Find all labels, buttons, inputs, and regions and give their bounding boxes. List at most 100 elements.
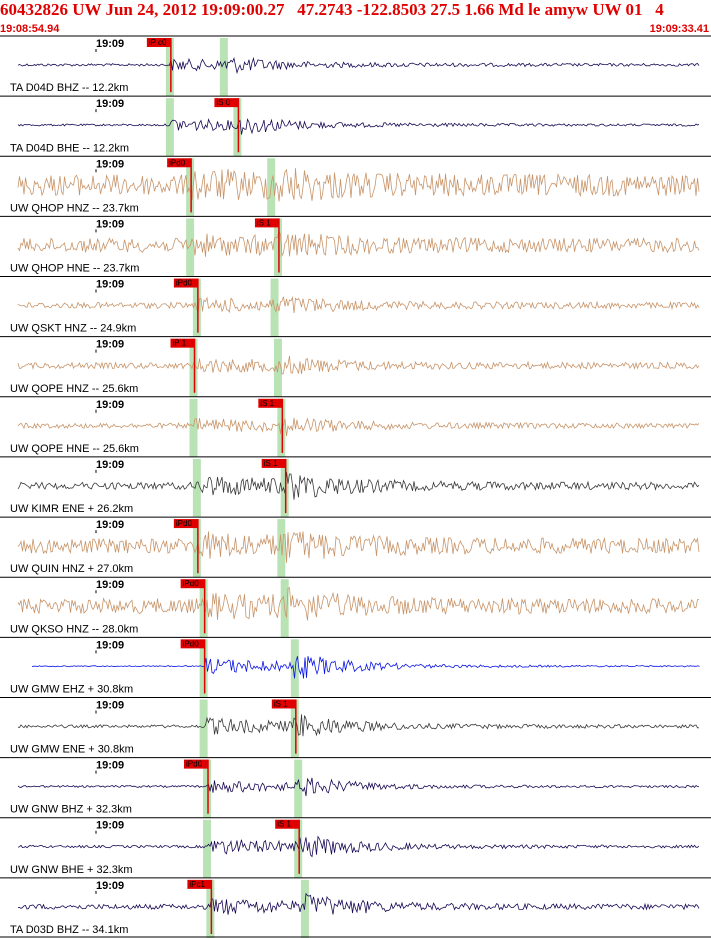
trace-panel: 19:09 iS 1 UW KIMR ENE + 26.2km bbox=[0, 456, 711, 515]
waveform-line bbox=[17, 118, 700, 135]
minute-tick-label: 19:09 bbox=[96, 158, 124, 170]
trace-label: UW QUIN HNZ + 27.0km bbox=[10, 563, 133, 575]
trace-panel: 19:09 iS 1 UW QOPE HNE -- 25.6km bbox=[0, 396, 711, 455]
minute-tick-label: 19:09 bbox=[96, 459, 124, 471]
predicted-p-band bbox=[192, 458, 201, 518]
pick-label: iPd0 bbox=[176, 279, 193, 288]
pick-label: iS 1 bbox=[257, 218, 271, 227]
trace-label: TA D04D BHZ -- 12.2km bbox=[10, 82, 128, 94]
trace-panel: 19:09 iPd0 UW GNW BHZ + 32.3km bbox=[0, 757, 711, 816]
event-header-title: 60432826 UW Jun 24, 2012 19:09:00.27 47.… bbox=[0, 0, 664, 19]
pick-flag bbox=[173, 519, 198, 529]
trace-label: UW GNW BHE + 32.3km bbox=[10, 864, 133, 876]
pick-flag bbox=[187, 879, 212, 889]
pick-label: iP 1 bbox=[173, 339, 187, 348]
trace-label: UW QSKT HNZ -- 24.9km bbox=[10, 323, 136, 335]
waveform-line bbox=[17, 296, 700, 314]
minute-tick-label: 19:09 bbox=[96, 699, 124, 711]
waveform-line bbox=[17, 56, 700, 75]
pick-label: iPd0 bbox=[183, 579, 200, 588]
minute-tick-label: 19:09 bbox=[96, 880, 124, 892]
predicted-p-band bbox=[186, 158, 195, 217]
pick-flag bbox=[173, 278, 198, 288]
pick-label: iPd0 bbox=[183, 639, 200, 648]
pick-label: iS 0 bbox=[216, 98, 230, 107]
trace-label: UW GMW EHZ + 30.8km bbox=[10, 683, 133, 695]
waveform-line bbox=[17, 835, 700, 858]
predicted-p-band bbox=[186, 218, 195, 277]
trace-panel: 19:09 iPd0 UW QHOP HNZ -- 23.7km bbox=[0, 155, 711, 214]
pick-flag bbox=[180, 579, 205, 589]
trace-panel: 19:09 iS 0 TA D04D BHE -- 12.2km bbox=[0, 95, 711, 154]
pick-label: iS 1 bbox=[264, 459, 278, 468]
window-start-time: 19:08:54.94 bbox=[0, 23, 60, 35]
window-end-time: 19:09:33.41 bbox=[649, 23, 709, 35]
waveform-line bbox=[17, 230, 700, 258]
minute-tick-label: 19:09 bbox=[96, 399, 124, 411]
pick-label: iP c0 bbox=[149, 38, 167, 47]
waveform-line bbox=[17, 355, 700, 375]
waveform-line bbox=[17, 531, 700, 563]
trace-label: UW QOPE HNZ -- 25.6km bbox=[10, 383, 138, 395]
pick-flag bbox=[261, 458, 286, 468]
minute-tick-label: 19:09 bbox=[96, 519, 124, 531]
pick-label: iS 1 bbox=[260, 399, 274, 408]
pick-flag bbox=[184, 759, 209, 769]
trace-panel: 19:09 iP c0 TA D04D BHZ -- 12.2km bbox=[0, 35, 711, 94]
pick-flag bbox=[146, 38, 171, 47]
trace-label: UW KIMR ENE + 26.2km bbox=[10, 503, 133, 515]
pick-flag bbox=[170, 338, 195, 348]
predicted-p-band bbox=[199, 699, 208, 758]
minute-tick-label: 19:09 bbox=[96, 279, 124, 291]
waveform-line bbox=[17, 777, 700, 797]
pick-flag bbox=[214, 98, 239, 108]
pick-label: iPd0 bbox=[176, 519, 193, 528]
predicted-p-band bbox=[203, 759, 212, 818]
pick-label: iPd0 bbox=[186, 760, 203, 769]
trace-panel: 19:09 iS 1 UW GNW BHE + 32.3km bbox=[0, 817, 711, 876]
pick-flag bbox=[254, 218, 279, 228]
trace-label: TA D03D BHZ -- 34.1km bbox=[10, 924, 128, 936]
predicted-p-band bbox=[165, 98, 174, 157]
predicted-s-band bbox=[290, 639, 299, 698]
minute-tick-label: 19:09 bbox=[96, 339, 124, 351]
predicted-s-band bbox=[294, 759, 303, 818]
trace-label: UW QHOP HNZ -- 23.7km bbox=[10, 202, 139, 214]
waveform-line bbox=[17, 714, 699, 737]
trace-panel: 19:09 iPd0 UW GMW EHZ + 30.8km bbox=[0, 636, 711, 695]
minute-tick-label: 19:09 bbox=[96, 820, 124, 832]
pick-label: iPc1 bbox=[189, 880, 205, 889]
predicted-p-band bbox=[165, 38, 174, 97]
minute-tick-label: 19:09 bbox=[96, 639, 124, 651]
trace-panel: 19:09 iPd0 UW QSKT HNZ -- 24.9km bbox=[0, 276, 711, 335]
trace-label: TA D04D BHE -- 12.2km bbox=[10, 142, 129, 154]
minute-tick-label: 19:09 bbox=[96, 98, 124, 110]
predicted-p-band bbox=[206, 879, 215, 938]
trace-label: UW QKSO HNZ -- 28.0km bbox=[10, 623, 138, 635]
predicted-s-band bbox=[290, 699, 299, 758]
trace-panel: 19:09 iPc1 TA D03D BHZ -- 34.1km bbox=[0, 877, 711, 936]
trace-label: UW GNW BHZ + 32.3km bbox=[10, 804, 132, 816]
traces: 19:09 iP c0 TA D04D BHZ -- 12.2km 19:09 iS 0… bbox=[0, 35, 711, 936]
minute-tick-label: 19:09 bbox=[96, 218, 124, 230]
pick-flag bbox=[275, 819, 300, 829]
pick-flag bbox=[258, 398, 283, 408]
predicted-s-band bbox=[219, 38, 228, 97]
predicted-s-band bbox=[280, 458, 289, 518]
trace-panel: 19:09 iP 1 UW QOPE HNZ -- 25.6km bbox=[0, 336, 711, 395]
pick-label: iPd0 bbox=[169, 158, 186, 167]
minute-tick-label: 19:09 bbox=[96, 38, 124, 50]
trace-label: UW QOPE HNE -- 25.6km bbox=[10, 443, 139, 455]
pick-flag bbox=[167, 158, 192, 168]
trace-panel: 19:09 iS 1 UW GMW ENE + 30.8km bbox=[0, 696, 711, 756]
minute-tick-label: 19:09 bbox=[96, 760, 124, 772]
predicted-p-band bbox=[189, 398, 198, 457]
waveform-line bbox=[31, 656, 700, 679]
trace-label: UW QHOP HNE -- 23.7km bbox=[10, 263, 139, 275]
trace-panel: 19:09 iPd0 UW QUIN HNZ + 27.0km bbox=[0, 516, 711, 575]
pick-label: iS 1 bbox=[277, 820, 291, 829]
pick-flag bbox=[180, 639, 205, 649]
trace-panel: 19:09 iPd0 UW QKSO HNZ -- 28.0km bbox=[0, 576, 711, 635]
waveform-line bbox=[17, 587, 700, 621]
